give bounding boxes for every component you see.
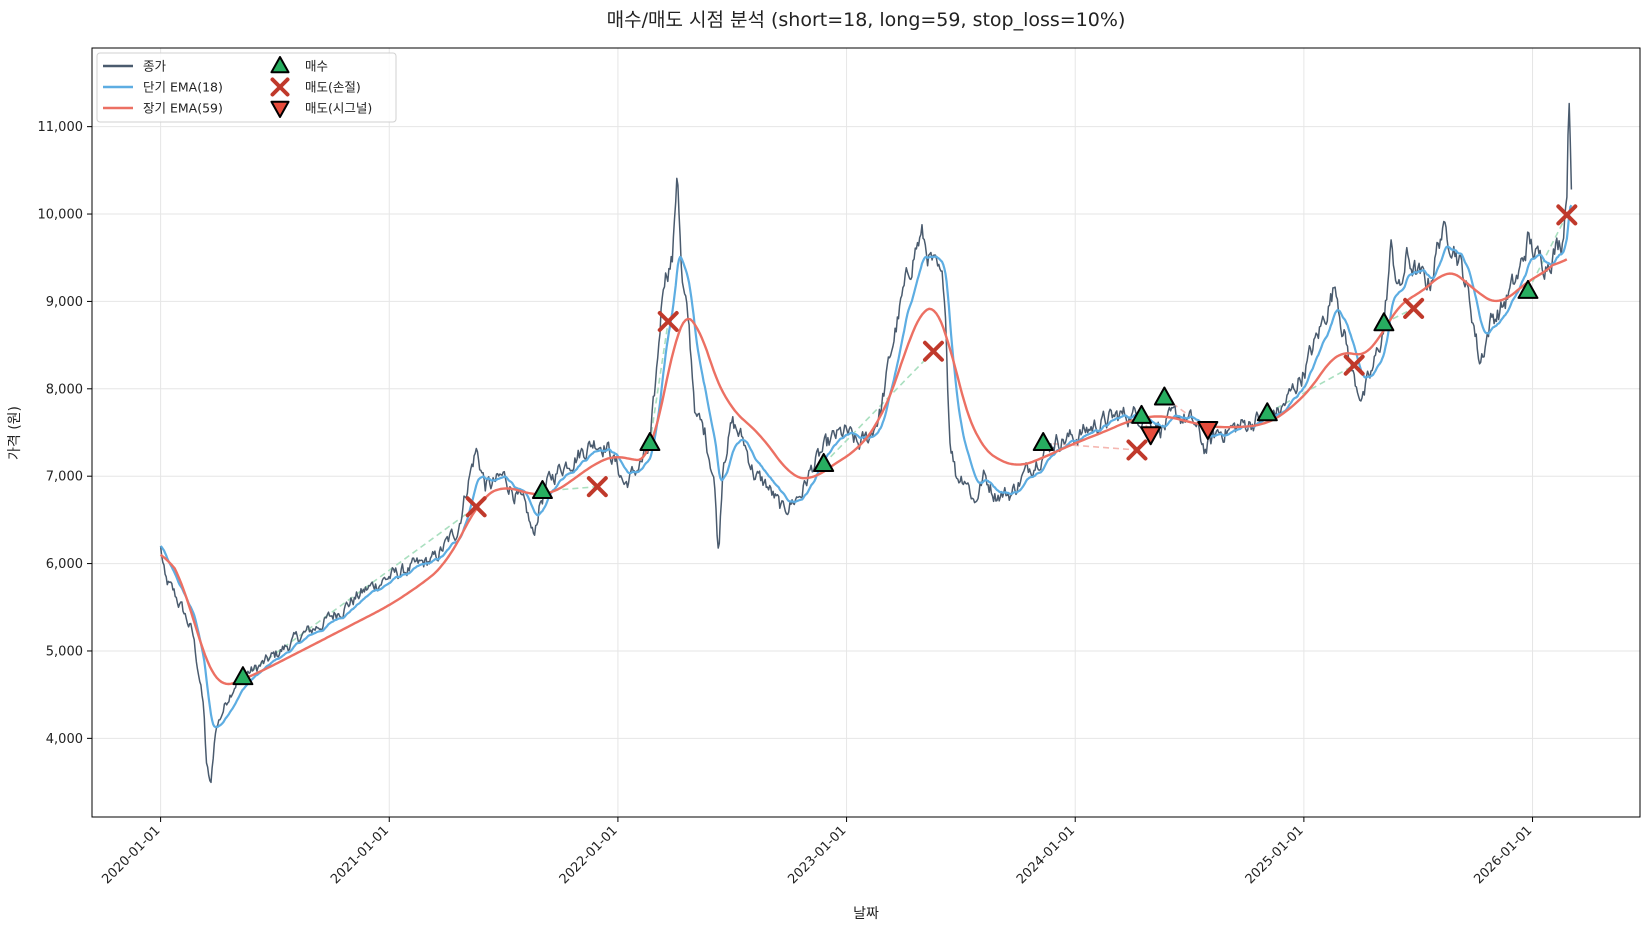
buy-marker — [531, 480, 553, 500]
y-tick-label: 4,000 — [46, 732, 83, 747]
buy-marker — [1256, 402, 1278, 422]
buy-marker — [813, 452, 835, 472]
y-axis-label: 가격 (원) — [7, 406, 23, 460]
legend-swatch-stop-loss — [270, 77, 290, 97]
legend-label: 매수 — [305, 59, 328, 74]
stop-loss-sell-marker — [465, 496, 487, 518]
y-tick-label: 6,000 — [46, 557, 83, 572]
y-tick-label: 11,000 — [38, 120, 84, 135]
legend-label: 종가 — [143, 59, 167, 74]
legend-label: 매도(시그널) — [305, 101, 372, 116]
stop-loss-sell-marker — [1126, 439, 1148, 461]
x-tick-label: 2020-01-01 — [99, 823, 163, 887]
buy-marker — [1131, 404, 1153, 424]
buy-marker — [1373, 312, 1395, 332]
x-stroke — [1343, 354, 1365, 376]
signal-sell-marker — [1197, 421, 1219, 441]
x-tick-label: 2026-01-01 — [1471, 823, 1535, 887]
y-tick-label: 8,000 — [46, 382, 83, 397]
stop-loss-sell-marker — [1403, 297, 1425, 319]
x-axis-label: 날짜 — [853, 906, 879, 922]
ema-long-line — [159, 258, 1568, 686]
y-tick-label: 7,000 — [46, 470, 83, 485]
stop-loss-sell-marker — [657, 311, 679, 333]
x-tick-label: 2025-01-01 — [1243, 823, 1307, 887]
legend-swatch-signal-sell — [270, 100, 290, 118]
x-stroke — [586, 476, 608, 498]
trade-connector — [823, 350, 935, 465]
y-tick-label: 5,000 — [46, 644, 83, 659]
buy-marker — [1032, 431, 1054, 451]
x-tick-label: 2023-01-01 — [785, 823, 849, 887]
x-tick-label: 2021-01-01 — [328, 823, 392, 887]
grid-layer — [92, 48, 1640, 817]
buy-marker — [232, 666, 254, 686]
x-stroke — [657, 311, 679, 333]
x-stroke — [1403, 297, 1425, 319]
trade-connector — [649, 321, 670, 444]
legend-label: 매도(손절) — [305, 80, 361, 95]
x-tick-label: 2022-01-01 — [557, 823, 621, 887]
trade-connector — [1043, 442, 1138, 451]
ema-short-line — [159, 204, 1573, 729]
x-stroke — [1126, 439, 1148, 461]
signal-sell-marker — [1140, 426, 1162, 446]
legend-swatch-buy — [270, 56, 290, 74]
close-price-line — [159, 102, 1573, 784]
x-stroke — [465, 496, 487, 518]
chart-title: 매수/매도 시점 분석 (short=18, long=59, stop_los… — [607, 9, 1126, 31]
stop-loss-sell-marker — [1556, 204, 1578, 226]
stop-loss-sell-marker — [1343, 354, 1365, 376]
buy-marker — [1517, 279, 1539, 299]
legend-label: 단기 EMA(18) — [143, 80, 223, 95]
x-tick-label: 2024-01-01 — [1014, 823, 1078, 887]
series-layer — [159, 102, 1573, 784]
trade-connector — [242, 506, 477, 678]
y-tick-label: 9,000 — [46, 295, 83, 310]
axes-layer: 4,000 5,000 6,000 7,000 8,000 9,000 10,000 11,0… — [38, 120, 1536, 887]
x-stroke — [1556, 204, 1578, 226]
x-stroke — [270, 77, 290, 97]
y-tick-label: 10,000 — [38, 208, 84, 223]
buy-marker — [1153, 386, 1175, 406]
x-stroke — [922, 340, 944, 362]
stop-loss-sell-marker — [586, 476, 608, 498]
trade-connector — [1266, 364, 1355, 414]
signal-markers — [232, 204, 1578, 686]
trade-connector — [542, 485, 598, 492]
buy-marker — [639, 431, 661, 451]
plot-frame — [91, 47, 1641, 818]
legend-label: 장기 EMA(59) — [143, 101, 223, 116]
stop-loss-sell-marker — [922, 340, 944, 362]
legend-box — [96, 52, 397, 123]
